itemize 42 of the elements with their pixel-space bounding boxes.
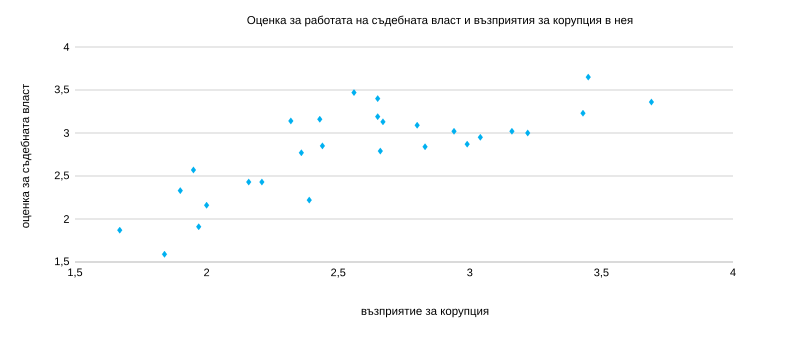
point [586, 74, 591, 80]
point [306, 196, 312, 204]
point [648, 98, 654, 106]
y-tick-label: 3 [64, 129, 69, 137]
point [525, 130, 530, 136]
point [375, 113, 380, 120]
point [464, 140, 470, 148]
point [246, 178, 252, 186]
point [422, 143, 428, 150]
chart-title: Оценка за работата на съдебната власт и възприятия за корупция в нея [247, 16, 632, 26]
point [117, 226, 122, 234]
point [375, 95, 380, 102]
y-axis-title: оценка за съдебната власт [20, 84, 32, 228]
point [451, 128, 457, 135]
y-tick-label: 4 [64, 43, 70, 51]
point [196, 223, 202, 230]
y-tick-label: 3,5 [54, 85, 70, 95]
y-tick-label: 1,5 [55, 258, 70, 266]
point [320, 142, 326, 150]
point [204, 202, 210, 209]
point [351, 89, 357, 96]
point [178, 187, 183, 194]
point [317, 116, 322, 123]
x-tick-label: 2,5 [331, 268, 346, 278]
x-tick-label: 4 [730, 268, 736, 276]
point [288, 118, 294, 124]
point [580, 110, 586, 117]
x-tick-label: 2 [204, 268, 210, 276]
y-tick-label: 2 [64, 215, 69, 223]
y-tick-label: 2,5 [54, 171, 70, 181]
point [162, 250, 168, 258]
point [378, 148, 383, 154]
point [414, 122, 420, 129]
point [259, 178, 264, 186]
point [478, 134, 483, 141]
point [190, 166, 196, 174]
point [380, 118, 386, 126]
point [298, 149, 304, 156]
point [509, 128, 515, 135]
x-axis-title: възприятие за корупция [362, 308, 488, 318]
x-tick-label: 3 [467, 268, 472, 276]
x-tick-label: 3,5 [594, 268, 609, 278]
